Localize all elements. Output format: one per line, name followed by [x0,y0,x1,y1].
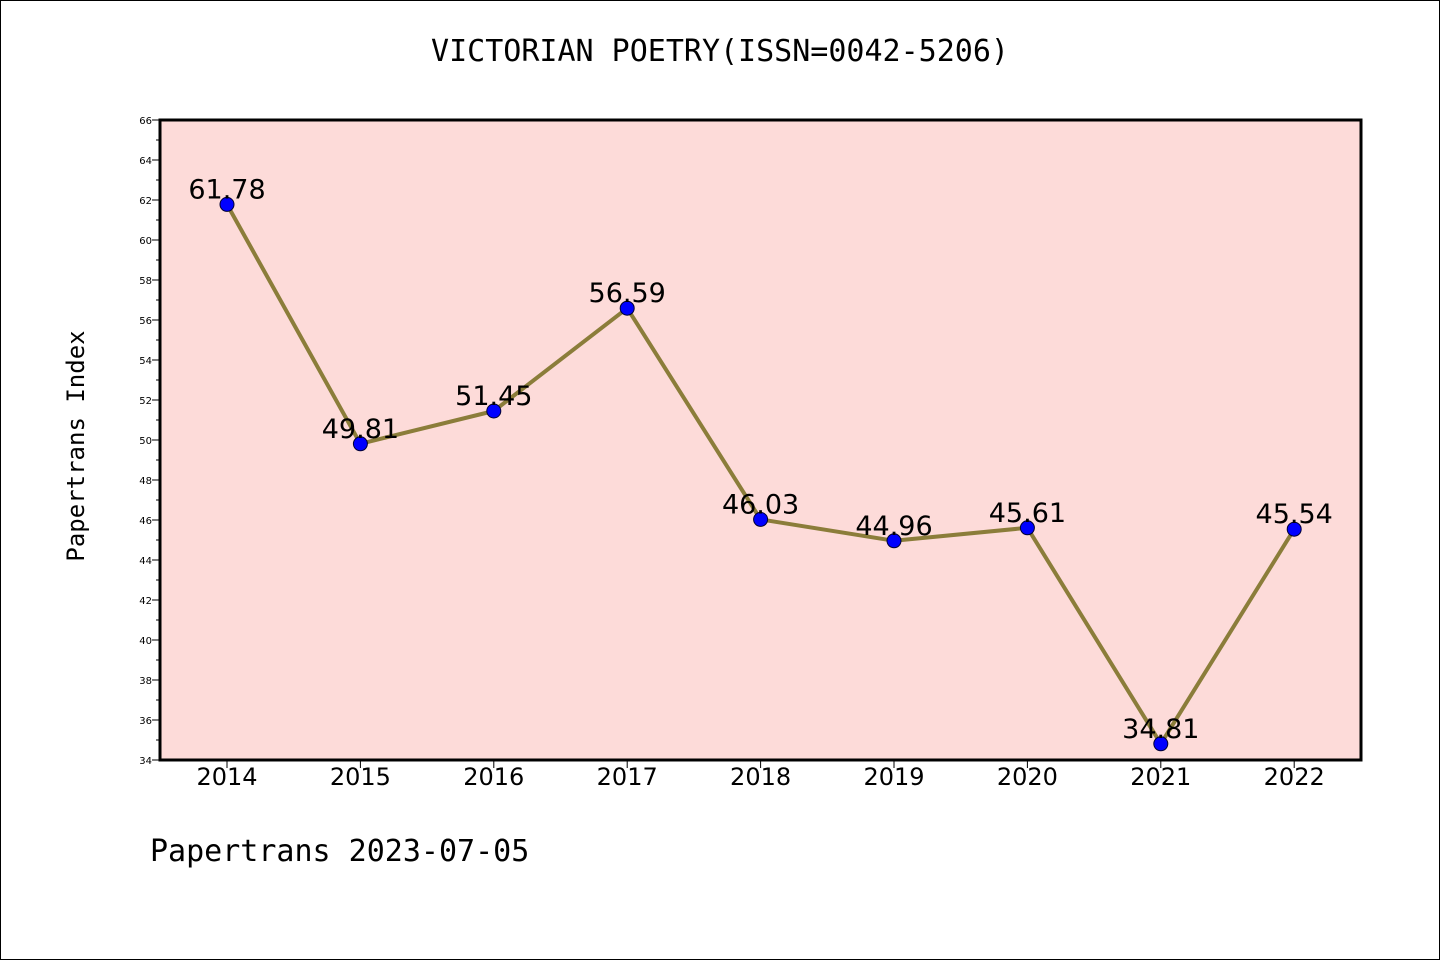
x-tick-label: 2015 [330,763,391,791]
data-point [619,300,635,316]
x-tick-label: 2018 [730,763,791,791]
data-label: 49.81 [322,414,399,445]
data-label: 34.81 [1122,714,1199,745]
data-label: 51.45 [455,381,532,412]
footer-source-date: Papertrans 2023-07-05 [150,834,530,869]
data-label: 44.96 [855,511,932,542]
y-tick-label: 60 [139,236,152,247]
data-point [1019,520,1035,536]
data-labels: 61.78 49.81 51.45 56.59 46.03 44.96 45.61 34.81… [188,174,1332,744]
y-tick-label: 66 [139,116,152,127]
y-tick-label: 40 [139,636,152,647]
x-tick-label: 2022 [1264,763,1325,791]
data-point [219,196,235,212]
data-label: 45.61 [989,498,1066,529]
y-tick-label: 56 [139,316,152,327]
y-tick-label: 46 [139,516,152,527]
x-axis: 2014 2015 2016 2017 2018 2019 2020 2021 2022 [196,760,1325,791]
chart-title: VICTORIAN POETRY(ISSN=0042-5206) [431,34,1009,69]
y-tick-label: 54 [139,356,152,367]
y-tick-label: 50 [139,436,152,447]
data-point [1286,521,1302,537]
x-tick-label: 2020 [997,763,1058,791]
y-axis: 34 36 38 40 42 44 46 48 50 52 54 56 58 60 62 64 66 [139,116,160,767]
y-tick-label: 36 [139,716,152,727]
y-tick-label: 42 [139,596,152,607]
data-label: 46.03 [722,489,799,520]
data-point [753,511,769,527]
data-label: 61.78 [188,174,265,205]
data-point [486,403,502,419]
data-point [352,436,368,452]
y-tick-label: 48 [139,476,152,487]
y-tick-label: 62 [139,196,152,207]
plot-border [158,118,1363,762]
y-tick-label: 44 [139,556,152,567]
x-tick-label: 2017 [597,763,658,791]
data-label: 45.54 [1256,499,1333,530]
x-tick-label: 2014 [196,763,257,791]
y-tick-label: 38 [139,676,152,687]
y-tick-label: 34 [139,756,152,767]
data-label: 56.59 [589,278,666,309]
series-markers [219,196,1302,752]
y-tick-label: 58 [139,276,152,287]
x-tick-label: 2019 [863,763,924,791]
x-tick-label: 2016 [463,763,524,791]
x-tick-label: 2021 [1130,763,1191,791]
y-tick-label: 52 [139,396,152,407]
data-point [886,533,902,549]
y-tick-label: 64 [139,156,152,167]
data-point [1153,736,1169,752]
